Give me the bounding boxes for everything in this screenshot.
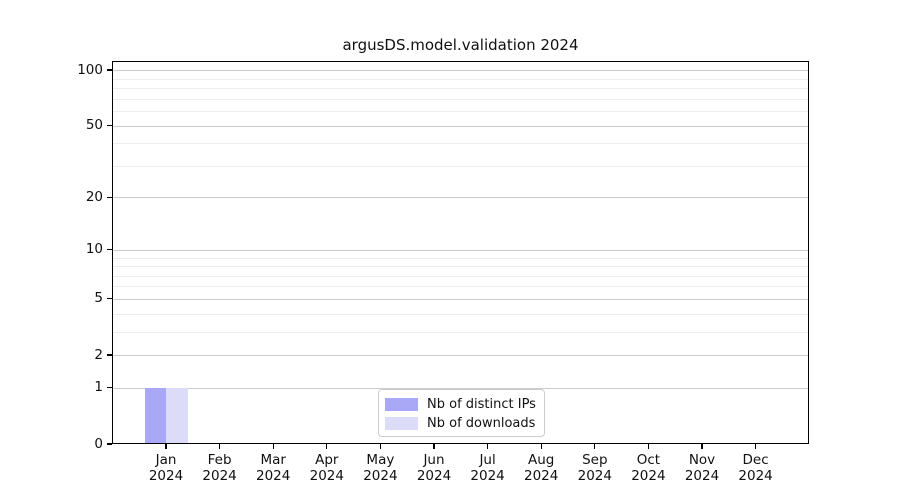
- y-gridline-minor: [112, 266, 809, 267]
- x-tick: [326, 444, 328, 449]
- y-gridline-major: [112, 197, 809, 199]
- x-tick-label: Feb 2024: [202, 452, 237, 484]
- bar-nb-of-distinct-ips-jan: [144, 387, 166, 444]
- y-tick-label: 20: [85, 188, 103, 205]
- x-tick-label: Oct 2024: [631, 452, 666, 484]
- x-tick: [701, 444, 703, 449]
- y-gridline-minor: [112, 257, 809, 259]
- x-tick: [486, 444, 489, 449]
- legend: Nb of distinct IPs Nb of downloads: [378, 389, 545, 437]
- legend-entry-downloads: Nb of downloads: [385, 414, 538, 433]
- x-tick-label: Mar 2024: [256, 452, 291, 484]
- y-gridline-minor: [112, 275, 809, 277]
- x-tick: [754, 444, 757, 449]
- legend-swatch-distinct-ips: [385, 398, 418, 411]
- x-tick: [218, 444, 221, 449]
- y-gridline-minor: [112, 165, 809, 167]
- y-gridline-minor: [112, 331, 809, 333]
- y-gridline-major: [112, 298, 809, 300]
- x-tick-label: Dec 2024: [738, 452, 773, 484]
- y-gridline-major: [112, 125, 809, 127]
- x-tick: [165, 444, 167, 449]
- y-tick-label: 1: [94, 379, 103, 396]
- x-tick-label: Aug 2024: [524, 452, 559, 484]
- x-tick: [540, 444, 542, 449]
- y-gridline-minor: [112, 78, 809, 80]
- y-gridline-minor: [112, 313, 809, 315]
- plot-area: [112, 61, 809, 444]
- y-tick: [107, 69, 112, 71]
- x-tick: [594, 444, 596, 449]
- x-tick-label: Sep 2024: [577, 452, 612, 484]
- x-tick-label: May 2024: [363, 452, 398, 484]
- bar-nb-of-downloads-jan: [166, 387, 188, 444]
- axes-border: [112, 61, 809, 444]
- y-gridline-minor: [112, 88, 809, 89]
- x-tick-label: Nov 2024: [684, 452, 720, 484]
- x-tick: [272, 444, 274, 449]
- y-tick-label: 0: [94, 435, 103, 452]
- y-gridline-major: [112, 70, 809, 72]
- y-gridline-minor: [112, 286, 809, 288]
- y-tick-label: 5: [94, 290, 103, 307]
- y-tick: [107, 298, 112, 300]
- x-tick-label: Jun 2024: [416, 452, 452, 484]
- x-tick-label: Apr 2024: [309, 452, 344, 484]
- y-gridline-major: [112, 387, 809, 389]
- y-tick-label: 100: [77, 61, 103, 78]
- chart-title: argusDS.model.validation 2024: [342, 36, 579, 54]
- x-tick: [379, 444, 382, 449]
- x-tick: [647, 444, 650, 449]
- y-tick: [107, 196, 112, 198]
- y-tick-label: 2: [94, 346, 103, 363]
- y-gridline-major: [112, 249, 809, 251]
- y-tick: [107, 387, 112, 389]
- legend-label-downloads: Nb of downloads: [427, 415, 536, 431]
- y-gridline-minor: [112, 143, 809, 145]
- x-tick-label: Jan 2024: [148, 452, 184, 484]
- legend-label-distinct-ips: Nb of distinct IPs: [427, 396, 536, 412]
- legend-swatch-downloads: [385, 417, 418, 430]
- y-tick: [107, 443, 112, 445]
- y-gridline-major: [112, 355, 809, 356]
- y-tick-label: 50: [85, 117, 103, 133]
- y-tick: [107, 124, 112, 127]
- y-tick: [107, 249, 112, 251]
- x-tick-label: Jul 2024: [470, 452, 505, 484]
- legend-entry-distinct-ips: Nb of distinct IPs: [385, 395, 538, 414]
- y-gridline-minor: [112, 98, 809, 100]
- y-tick-label: 10: [85, 241, 103, 258]
- y-tick: [107, 354, 112, 356]
- x-tick: [433, 444, 435, 449]
- y-gridline-minor: [112, 110, 809, 112]
